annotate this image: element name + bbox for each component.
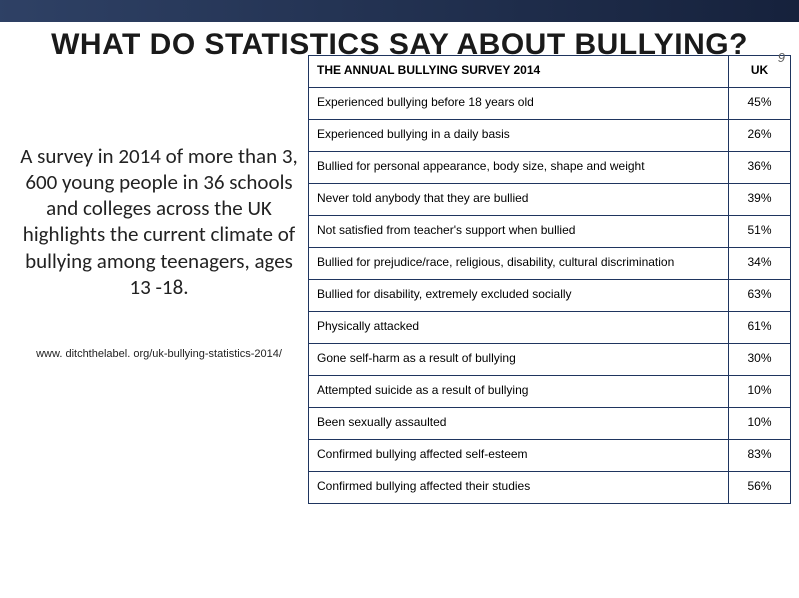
table-cell-value: 34% (729, 247, 791, 279)
page-number: 9 (778, 50, 785, 65)
table-cell-value: 56% (729, 471, 791, 503)
table-row: Bullied for disability, extremely exclud… (309, 279, 791, 311)
table-cell-label: Gone self-harm as a result of bullying (309, 343, 729, 375)
table-cell-label: Physically attacked (309, 311, 729, 343)
table-cell-value: 61% (729, 311, 791, 343)
table-cell-label: Bullied for personal appearance, body si… (309, 151, 729, 183)
table-row: Confirmed bullying affected self-esteem8… (309, 439, 791, 471)
survey-description: A survey in 2014 of more than 3, 600 you… (20, 143, 298, 301)
table-row: Experienced bullying before 18 years old… (309, 87, 791, 119)
table-row: Physically attacked61% (309, 311, 791, 343)
table-cell-value: 51% (729, 215, 791, 247)
table-cell-label: Confirmed bullying affected their studie… (309, 471, 729, 503)
table-cell-value: 30% (729, 343, 791, 375)
table-cell-value: 83% (729, 439, 791, 471)
table-cell-value: 10% (729, 407, 791, 439)
page-title: WHAT DO STATISTICS SAY ABOUT BULLYING? (40, 28, 759, 63)
content-row: A survey in 2014 of more than 3, 600 you… (0, 63, 799, 512)
table-cell-label: Confirmed bullying affected self-esteem (309, 439, 729, 471)
title-area: WHAT DO STATISTICS SAY ABOUT BULLYING? 9 (0, 22, 799, 63)
table-row: Gone self-harm as a result of bullying30… (309, 343, 791, 375)
table-cell-value: 10% (729, 375, 791, 407)
table-row: Bullied for prejudice/race, religious, d… (309, 247, 791, 279)
table-cell-value: 39% (729, 183, 791, 215)
table-cell-value: 36% (729, 151, 791, 183)
top-band (0, 0, 799, 22)
table-row: Bullied for personal appearance, body si… (309, 151, 791, 183)
table-row: Not satisfied from teacher's support whe… (309, 215, 791, 247)
source-url: www. ditchthelabel. org/uk-bullying-stat… (20, 348, 298, 360)
table-cell-label: Never told anybody that they are bullied (309, 183, 729, 215)
left-column: A survey in 2014 of more than 3, 600 you… (8, 63, 308, 361)
table-cell-label: Been sexually assaulted (309, 407, 729, 439)
table-cell-label: Bullied for prejudice/race, religious, d… (309, 247, 729, 279)
table-row: Attempted suicide as a result of bullyin… (309, 375, 791, 407)
table-cell-label: Bullied for disability, extremely exclud… (309, 279, 729, 311)
table-cell-label: Attempted suicide as a result of bullyin… (309, 375, 729, 407)
table-row: Experienced bullying in a daily basis26% (309, 119, 791, 151)
table-row: Confirmed bullying affected their studie… (309, 471, 791, 503)
right-column: THE ANNUAL BULLYING SURVEY 2014 UK Exper… (308, 63, 791, 504)
table-cell-value: 63% (729, 279, 791, 311)
table-cell-value: 26% (729, 119, 791, 151)
table-cell-label: Experienced bullying in a daily basis (309, 119, 729, 151)
table-row: Been sexually assaulted10% (309, 407, 791, 439)
table-cell-label: Experienced bullying before 18 years old (309, 87, 729, 119)
stats-table: THE ANNUAL BULLYING SURVEY 2014 UK Exper… (308, 55, 791, 504)
table-row: Never told anybody that they are bullied… (309, 183, 791, 215)
table-cell-label: Not satisfied from teacher's support whe… (309, 215, 729, 247)
table-cell-value: 45% (729, 87, 791, 119)
